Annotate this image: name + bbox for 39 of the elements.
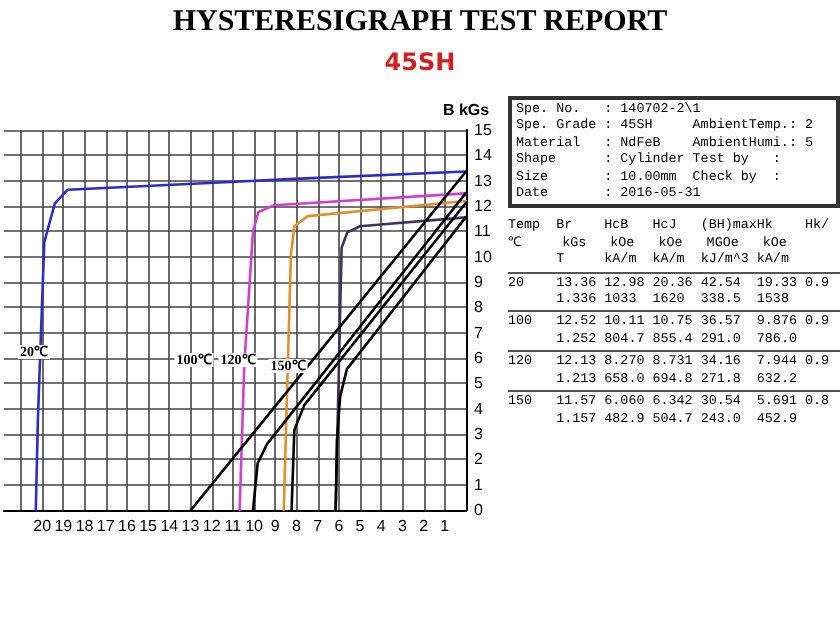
y-tick-label: 11: [474, 222, 492, 241]
chart-title: HYSTERESIGRAPH TEST REPORT: [170, 6, 670, 40]
x-tick-label: 13: [181, 517, 201, 535]
x-tick-label: 10: [245, 517, 265, 535]
x-tick-label: 20: [33, 517, 53, 535]
x-tick-label: 18: [75, 517, 95, 535]
x-tick-label: 6: [334, 517, 345, 535]
x-tick-label: 1: [440, 517, 451, 535]
y-tick-label: 14: [474, 146, 493, 165]
x-tick-label: 17: [96, 517, 116, 535]
y-axis-title: B kGs: [442, 101, 491, 119]
x-tick-label: 4: [376, 517, 387, 535]
y-tick-label: 0: [474, 501, 484, 519]
x-tick-label: 3: [397, 517, 408, 535]
x-tick-label: 12: [202, 517, 222, 535]
y-tick-label: 8: [474, 298, 484, 317]
x-tick-label: 2: [419, 517, 430, 535]
x-tick-label: 16: [118, 517, 137, 535]
y-tick-label: 10: [474, 247, 493, 266]
y-tick-label: 7: [474, 323, 484, 342]
y-tick-label: 5: [474, 374, 484, 393]
y-tick-label: 9: [474, 273, 484, 291]
y-tick-label: 13: [474, 171, 493, 190]
x-tick-label: 11: [224, 517, 243, 535]
y-tick-label: 2: [474, 450, 484, 469]
y-tick-label: 15: [474, 121, 493, 139]
x-tick-label: 8: [292, 517, 303, 535]
y-tick-label: 12: [474, 197, 493, 215]
x-tick-label: 5: [355, 517, 366, 535]
x-tick-label: 9: [270, 517, 281, 535]
x-tick-label: 7: [313, 517, 324, 535]
y-tick-label: 1: [474, 475, 484, 494]
x-tick-label: 14: [160, 517, 180, 535]
x-tick-label: 15: [139, 517, 159, 535]
y-tick-label: 4: [474, 399, 484, 418]
x-tick-label: 19: [54, 517, 74, 535]
chart-subtitle: 45SH: [382, 48, 458, 76]
y-tick-label: 3: [474, 425, 484, 443]
y-tick-label: 6: [474, 349, 484, 367]
